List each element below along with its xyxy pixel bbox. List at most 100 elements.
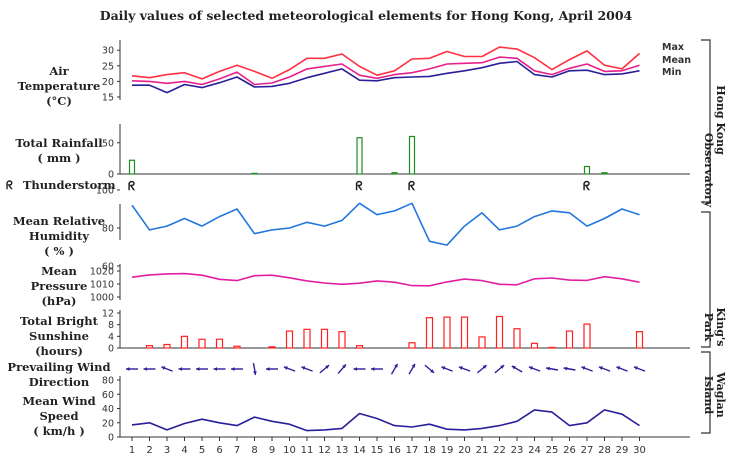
panel-label-rainfall: Total Rainfall ( mm )	[15, 136, 103, 165]
panel-label-wind-direction: Prevailing Wind Direction	[7, 360, 111, 389]
sunshine-bar	[320, 328, 329, 349]
x-tick-label: 5	[199, 445, 205, 456]
x-tick-label: 13	[336, 445, 349, 456]
wind-arrow-head	[253, 371, 257, 375]
sunshine-bar	[303, 328, 311, 349]
humidity-line-mean	[131, 202, 640, 246]
x-tick-label: 20	[458, 445, 471, 456]
sunshine-bar	[565, 330, 574, 349]
temperature-line-min	[132, 60, 640, 94]
station-label-kp-1: King's	[714, 308, 727, 347]
wind-speed-y-tick-label: 40	[102, 404, 114, 415]
sunshine-bar	[198, 338, 206, 349]
rainfall-y-tick-label: 50	[102, 138, 114, 149]
legend-label-min: Min	[662, 67, 682, 78]
sunshine-bar	[495, 315, 504, 349]
x-tick-label: 11	[301, 445, 314, 456]
pressure-y-tick-label: 1000	[90, 293, 114, 304]
x-tick-label: 23	[511, 445, 524, 456]
x-tick-label: 9	[269, 445, 275, 456]
x-tick-label: 24	[528, 445, 541, 456]
sunshine-bar	[268, 346, 276, 349]
thunderstorm-marker: ᖇ	[356, 179, 363, 193]
wind-arrow-head	[528, 366, 533, 370]
wind-arrow-head	[126, 367, 130, 371]
x-tick-label: 16	[388, 445, 401, 456]
x-tick-label: 4	[181, 445, 187, 456]
wind-arrow-head	[231, 367, 235, 371]
panel-label-temperature: Air Temperature (°C)	[17, 64, 101, 108]
wind-speed-y-tick-label: 80	[102, 376, 114, 387]
rainfall-bar	[356, 137, 363, 175]
panel-label-sunshine: Total Bright Sunshine (hours)	[20, 314, 98, 358]
station-label-hko-2: Observatory	[702, 133, 715, 208]
station-label-wi-1: Waglan	[714, 371, 727, 418]
thunderstorm-marker: ᖇ	[583, 179, 590, 193]
sunshine-bar	[425, 317, 434, 349]
temperature-y-tick-label: 15	[102, 93, 114, 104]
x-tick-label: 18	[423, 445, 436, 456]
sunshine-bar	[338, 331, 346, 349]
wind-arrow-head	[563, 366, 568, 371]
rainfall-bar	[408, 135, 416, 175]
wind-arrow-head	[342, 364, 346, 369]
rainfall-bar	[583, 165, 591, 175]
x-tick-label: 6	[216, 445, 222, 456]
rainfall-y-tick-label: 0	[108, 170, 114, 181]
wind-arrow-head	[283, 366, 288, 370]
panel-label-thunderstorm: ᖇ Thunderstorm	[6, 178, 116, 192]
wind-arrow-head	[196, 367, 200, 371]
x-tick-label: 19	[441, 445, 454, 456]
station-bracket-hko	[701, 39, 711, 203]
wind-arrow-head	[598, 366, 603, 370]
thunderstorm-legend-icon: ᖇ	[6, 178, 13, 192]
wind-speed-y-tick-label: 20	[102, 418, 114, 429]
station-bracket-kp	[701, 211, 711, 348]
panel-label-wind-speed: Mean Wind Speed ( km/h )	[22, 394, 96, 438]
sunshine-bar	[443, 316, 451, 349]
wind-arrow-head	[430, 369, 435, 373]
x-tick-label: 27	[581, 445, 594, 456]
station-label-hko-1: Hong Kong	[714, 85, 727, 155]
wind-arrow-head	[394, 363, 398, 368]
temperature-y-tick-label: 25	[102, 61, 114, 72]
wind-speed-y-tick-label: 0	[108, 433, 114, 444]
x-tick-label: 25	[546, 445, 559, 456]
wind-arrow-head	[325, 365, 330, 369]
rainfall-bar	[601, 172, 608, 175]
wind-arrow-head	[301, 366, 306, 370]
sunshine-bar	[355, 345, 364, 349]
rainfall-bar	[251, 172, 258, 175]
x-tick-label: 10	[283, 445, 296, 456]
temperature-line-mean	[131, 56, 640, 86]
humidity-y-tick-label: 60	[102, 262, 114, 273]
panel-label-pressure: Mean Pressure (hPa)	[30, 264, 88, 308]
temperature-y-tick-label: 30	[102, 46, 114, 57]
sunshine-bar	[460, 316, 469, 349]
wind-arrow-head	[353, 367, 357, 371]
sunshine-bar	[285, 330, 294, 349]
legend-label-mean: Mean	[662, 55, 691, 66]
x-tick-label: 15	[371, 445, 384, 456]
pressure-line-mean	[131, 272, 640, 287]
sunshine-y-tick-label: 4	[108, 332, 114, 343]
wind-arrow-head	[500, 365, 505, 369]
chart-title: Daily values of selected meteorological …	[99, 8, 633, 23]
x-tick-label: 17	[406, 445, 419, 456]
wind-arrow-head	[411, 363, 415, 368]
wind-arrow-head	[161, 366, 166, 370]
wind-arrow-head	[511, 366, 516, 370]
rainfall-bar	[128, 159, 136, 175]
x-tick-label: 3	[164, 445, 170, 456]
x-tick-label: 14	[353, 445, 366, 456]
sunshine-bar	[548, 346, 556, 349]
wind-arrow-head	[213, 367, 217, 371]
temperature-line-max	[131, 46, 641, 80]
sunshine-y-tick-label: 0	[108, 344, 114, 355]
x-tick-label: 21	[476, 445, 489, 456]
wind-speed-line-mean	[131, 409, 640, 432]
sunshine-bar	[583, 323, 591, 349]
sunshine-y-tick-label: 12	[102, 309, 114, 320]
